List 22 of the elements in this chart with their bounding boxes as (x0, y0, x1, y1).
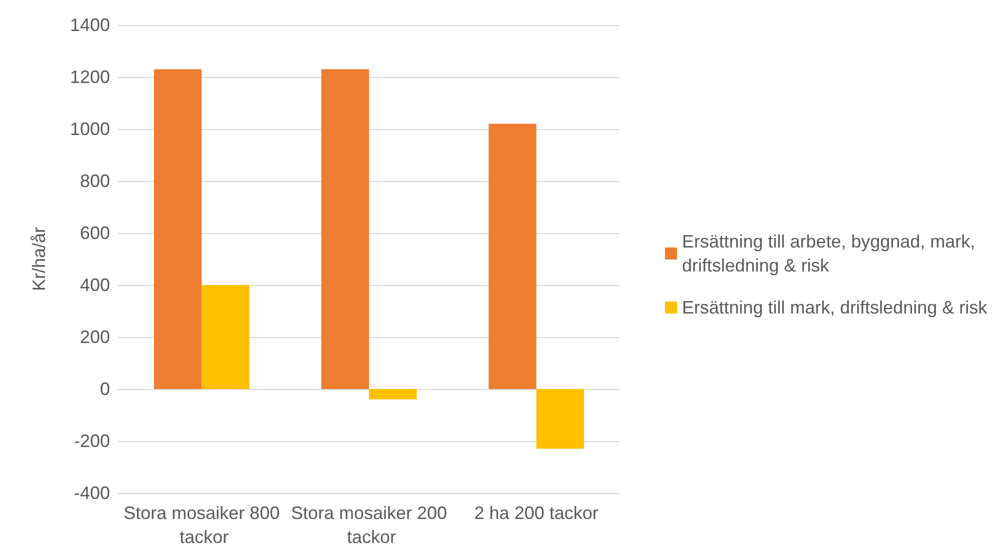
y-tick-label: 600 (80, 223, 110, 243)
legend-label: Ersättning till mark, driftsledning & risk (682, 298, 988, 318)
bar (154, 69, 202, 389)
y-axis-title: Kr/ha/år (29, 226, 49, 292)
bar (369, 389, 417, 400)
y-tick-label: 400 (80, 275, 110, 295)
y-tick-label: 0 (100, 379, 110, 399)
y-tick-label: 1200 (70, 67, 110, 87)
y-tick-label: -200 (74, 431, 110, 451)
bar (202, 285, 250, 389)
x-tick-label: 2 ha 200 tackor (474, 503, 598, 523)
bar (536, 389, 584, 449)
legend-label: Ersättning till arbete, byggnad, mark, driftsledning & risk (682, 232, 980, 276)
y-tick-label: 800 (80, 171, 110, 191)
y-tick-label: 200 (80, 327, 110, 347)
y-tick-label: -400 (74, 483, 110, 503)
x-tick-label: Stora mosaiker 200 tackor (290, 503, 448, 547)
bar (321, 69, 369, 389)
y-tick-label: 1400 (70, 15, 110, 35)
y-tick-label: 1000 (70, 119, 110, 139)
x-tick-label: Stora mosaiker 800 tackor (124, 503, 280, 547)
bar (488, 124, 536, 389)
